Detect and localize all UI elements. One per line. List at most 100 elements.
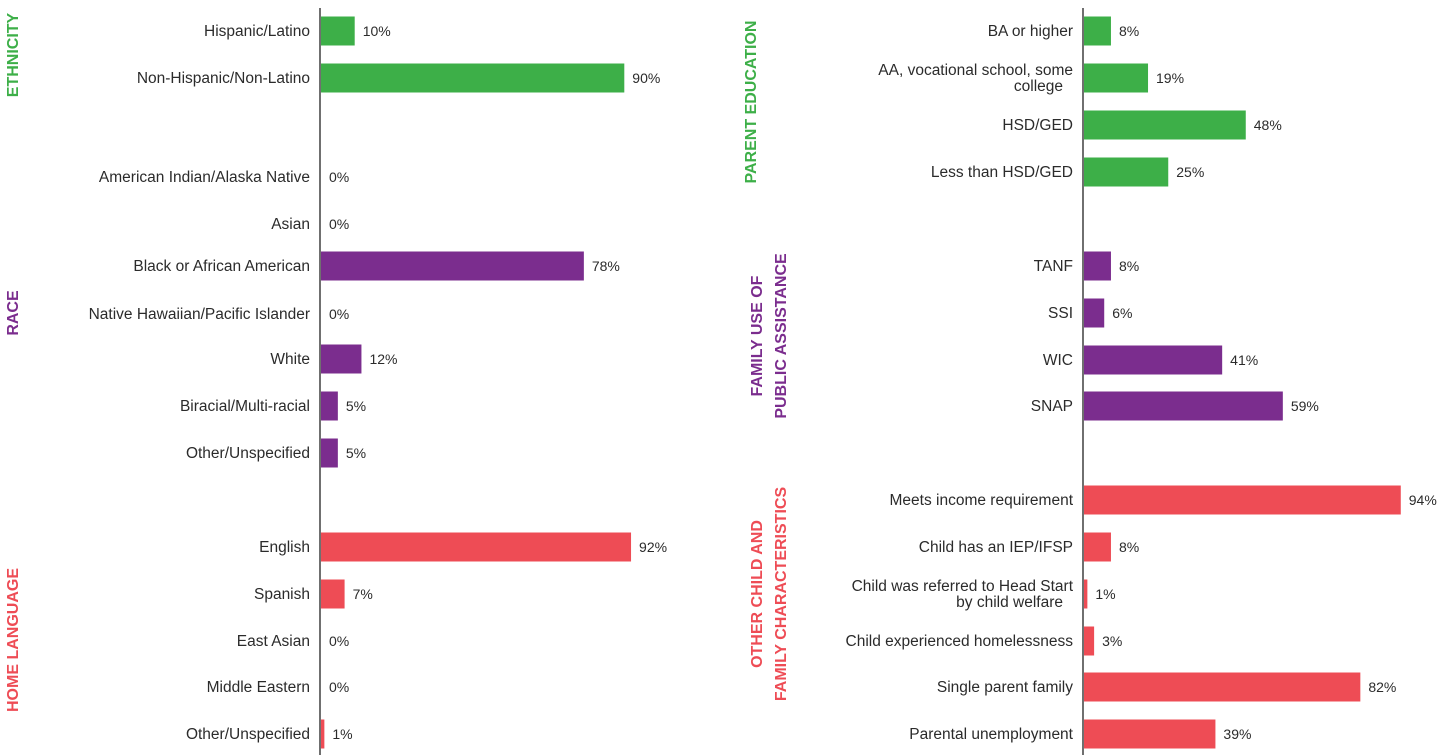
value-label: 6% — [1112, 305, 1132, 321]
category-label: Hispanic/Latino — [204, 23, 310, 40]
category-label-line: Child was referred to Head Start — [852, 578, 1074, 595]
category-label: American Indian/Alaska Native — [99, 169, 310, 186]
category-label: Child was referred to Head Start by child… — [852, 578, 1074, 611]
section-title: FAMILY CHARACTERISTICS — [773, 487, 790, 702]
section-title: HOME LANGUAGE — [5, 568, 22, 712]
value-label: 94% — [1409, 492, 1437, 508]
bar — [1084, 298, 1105, 328]
category-label-line: Meets income requirement — [890, 492, 1074, 509]
category-label: Child has an IEP/IFSP — [919, 539, 1073, 556]
bar — [1084, 579, 1088, 609]
bar — [1084, 672, 1361, 702]
bar — [1084, 532, 1111, 562]
category-label: Black or African American — [133, 258, 310, 275]
section-title: ETHNICITY — [5, 12, 22, 97]
value-label: 0% — [329, 306, 349, 322]
section-title: PARENT EDUCATION — [743, 21, 760, 184]
category-label-line: Child experienced homelessness — [846, 633, 1074, 650]
category-label: White — [270, 351, 310, 368]
category-label: Single parent family — [937, 679, 1073, 696]
bar — [1084, 110, 1246, 140]
category-label-line: White — [270, 351, 310, 368]
category-label: TANF — [1034, 258, 1073, 275]
category-label: Meets income requirement — [890, 492, 1074, 509]
category-label-line: Hispanic/Latino — [204, 23, 310, 40]
value-label: 0% — [329, 216, 349, 232]
bar — [1084, 345, 1223, 375]
category-label-line: Single parent family — [937, 679, 1073, 696]
category-label-line: HSD/GED — [1002, 117, 1073, 134]
category-label: SNAP — [1031, 398, 1073, 415]
value-label: 92% — [639, 539, 667, 555]
category-label: Non-Hispanic/Non-Latino — [137, 70, 310, 87]
category-label: SSI — [1048, 305, 1073, 322]
value-label: 3% — [1102, 633, 1122, 649]
category-label-line: Black or African American — [133, 258, 310, 275]
value-label: 12% — [369, 351, 397, 367]
section-title: RACE — [5, 290, 22, 336]
bar — [1084, 251, 1111, 281]
category-label: WIC — [1043, 352, 1073, 369]
category-label-line: college — [1014, 78, 1063, 95]
category-label-line: Other/Unspecified — [186, 445, 310, 462]
value-label: 48% — [1254, 117, 1282, 133]
category-label-line: Biracial/Multi-racial — [180, 398, 310, 415]
bar — [1084, 16, 1111, 46]
value-label: 8% — [1119, 258, 1139, 274]
category-label-line: BA or higher — [988, 23, 1073, 40]
value-label: 78% — [592, 258, 620, 274]
category-label-line: Parental unemployment — [909, 726, 1073, 743]
value-label: 0% — [329, 169, 349, 185]
category-label: Less than HSD/GED — [931, 164, 1073, 181]
value-label: 7% — [353, 586, 373, 602]
bar — [321, 438, 338, 468]
bar — [321, 719, 325, 749]
category-label-line: Native Hawaiian/Pacific Islander — [89, 306, 310, 323]
category-label: Child experienced homelessness — [846, 633, 1074, 650]
category-label-line: Asian — [271, 216, 310, 233]
category-label: Native Hawaiian/Pacific Islander — [89, 306, 310, 323]
value-label: 41% — [1230, 352, 1258, 368]
category-label: HSD/GED — [1002, 117, 1073, 134]
value-label: 19% — [1156, 70, 1184, 86]
category-label-line: Child has an IEP/IFSP — [919, 539, 1073, 556]
bar — [1084, 485, 1401, 515]
value-label: 1% — [1095, 586, 1115, 602]
category-label: Middle Eastern — [207, 679, 310, 696]
category-label: Other/Unspecified — [186, 726, 310, 743]
bar — [1084, 157, 1169, 187]
value-label: 1% — [332, 726, 352, 742]
value-label: 5% — [346, 398, 366, 414]
value-label: 0% — [329, 633, 349, 649]
category-label: English — [259, 539, 310, 556]
value-label: 59% — [1291, 398, 1319, 414]
category-label-line: TANF — [1034, 258, 1073, 275]
bar — [321, 579, 345, 609]
category-label: Asian — [271, 216, 310, 233]
bar — [321, 16, 355, 46]
category-label-line: English — [259, 539, 310, 556]
value-label: 10% — [363, 23, 391, 39]
category-label-line: Middle Eastern — [207, 679, 310, 696]
bar — [321, 251, 584, 281]
category-label-line: SSI — [1048, 305, 1073, 322]
bar — [1084, 391, 1283, 421]
bar — [321, 63, 625, 93]
value-label: 5% — [346, 445, 366, 461]
value-label: 8% — [1119, 539, 1139, 555]
bar — [321, 532, 632, 562]
category-label: East Asian — [237, 633, 310, 650]
category-label-line: WIC — [1043, 352, 1073, 369]
category-label-line: Spanish — [254, 586, 310, 603]
bar — [321, 391, 338, 421]
category-label-line: East Asian — [237, 633, 310, 650]
category-label: AA, vocational school, some college — [878, 62, 1073, 95]
section-title: FAMILY USE OF — [749, 275, 766, 396]
category-label-line: SNAP — [1031, 398, 1073, 415]
category-label: Biracial/Multi-racial — [180, 398, 310, 415]
bar — [1084, 626, 1095, 656]
bar — [321, 344, 362, 374]
section-title: PUBLIC ASSISTANCE — [773, 253, 790, 419]
category-label-line: Other/Unspecified — [186, 726, 310, 743]
